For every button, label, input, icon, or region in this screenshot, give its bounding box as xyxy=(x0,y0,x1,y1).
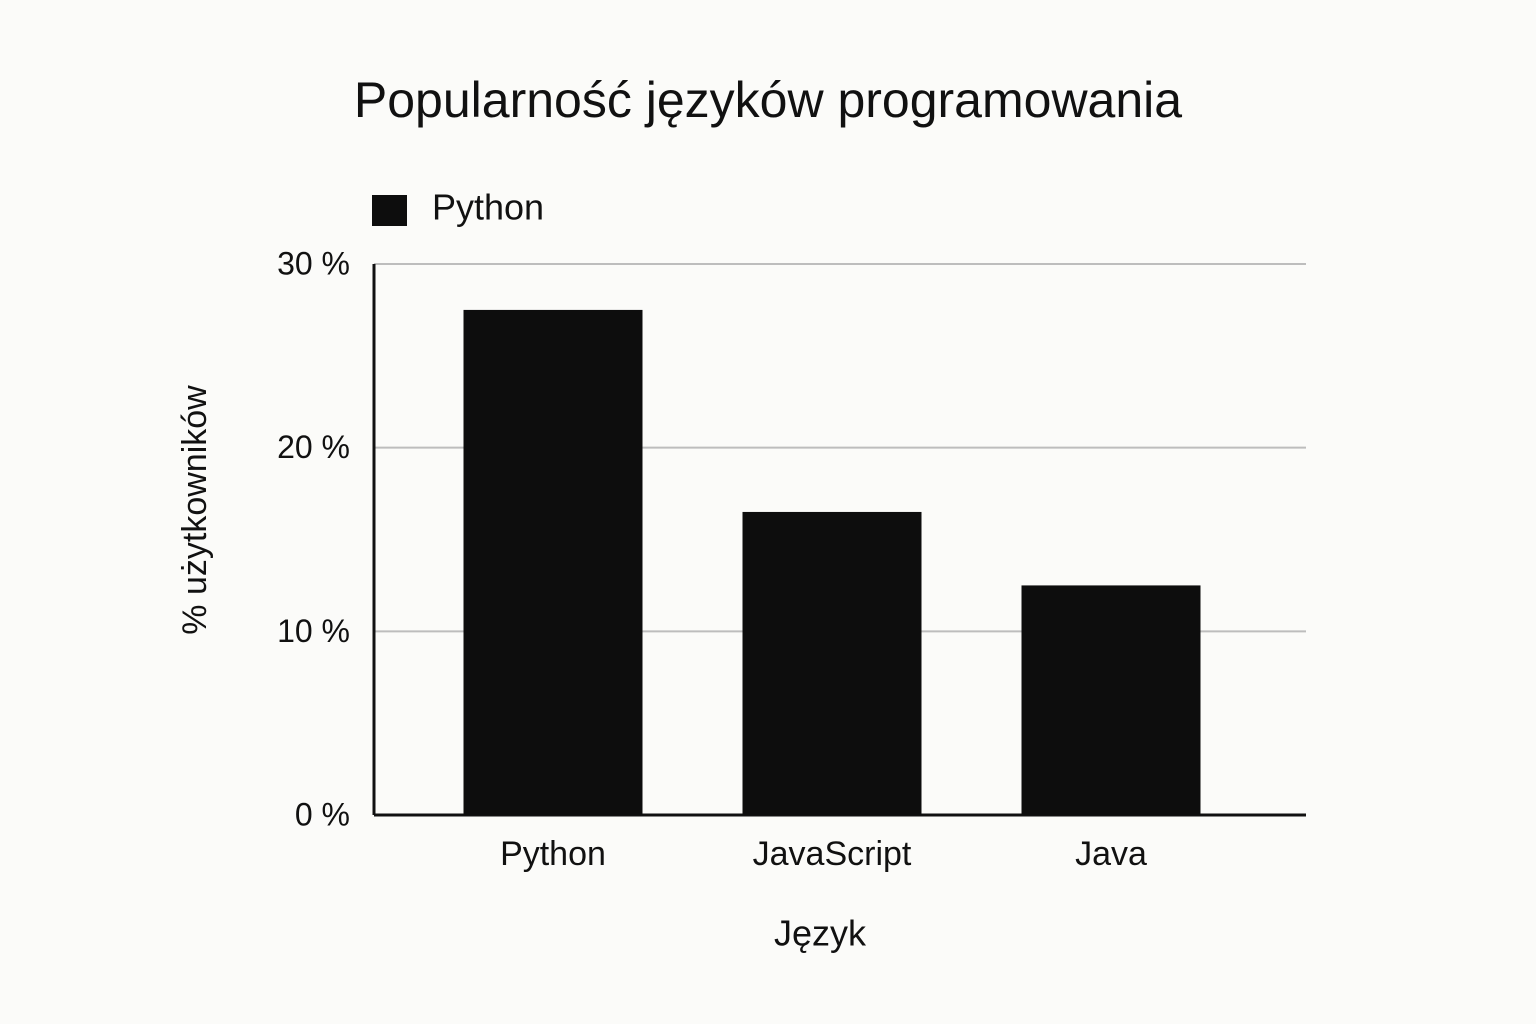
x-tick-label: Python xyxy=(500,835,606,873)
x-tick-label: JavaScript xyxy=(753,835,912,873)
y-tick-label: 10 % xyxy=(277,613,350,649)
bar xyxy=(742,511,922,815)
legend-swatch xyxy=(372,195,407,226)
x-axis-label: Język xyxy=(774,913,867,954)
legend-label: Python xyxy=(432,187,544,228)
y-axis-label: % użytkowników xyxy=(176,385,214,635)
bar xyxy=(463,309,643,815)
y-tick-label: 20 % xyxy=(277,429,350,465)
y-tick-label: 0 % xyxy=(295,796,350,832)
bar xyxy=(1021,585,1201,815)
y-tick-label: 30 % xyxy=(277,245,350,281)
x-tick-label: Java xyxy=(1075,835,1147,873)
chart-title: Popularność języków programowania xyxy=(354,72,1182,128)
